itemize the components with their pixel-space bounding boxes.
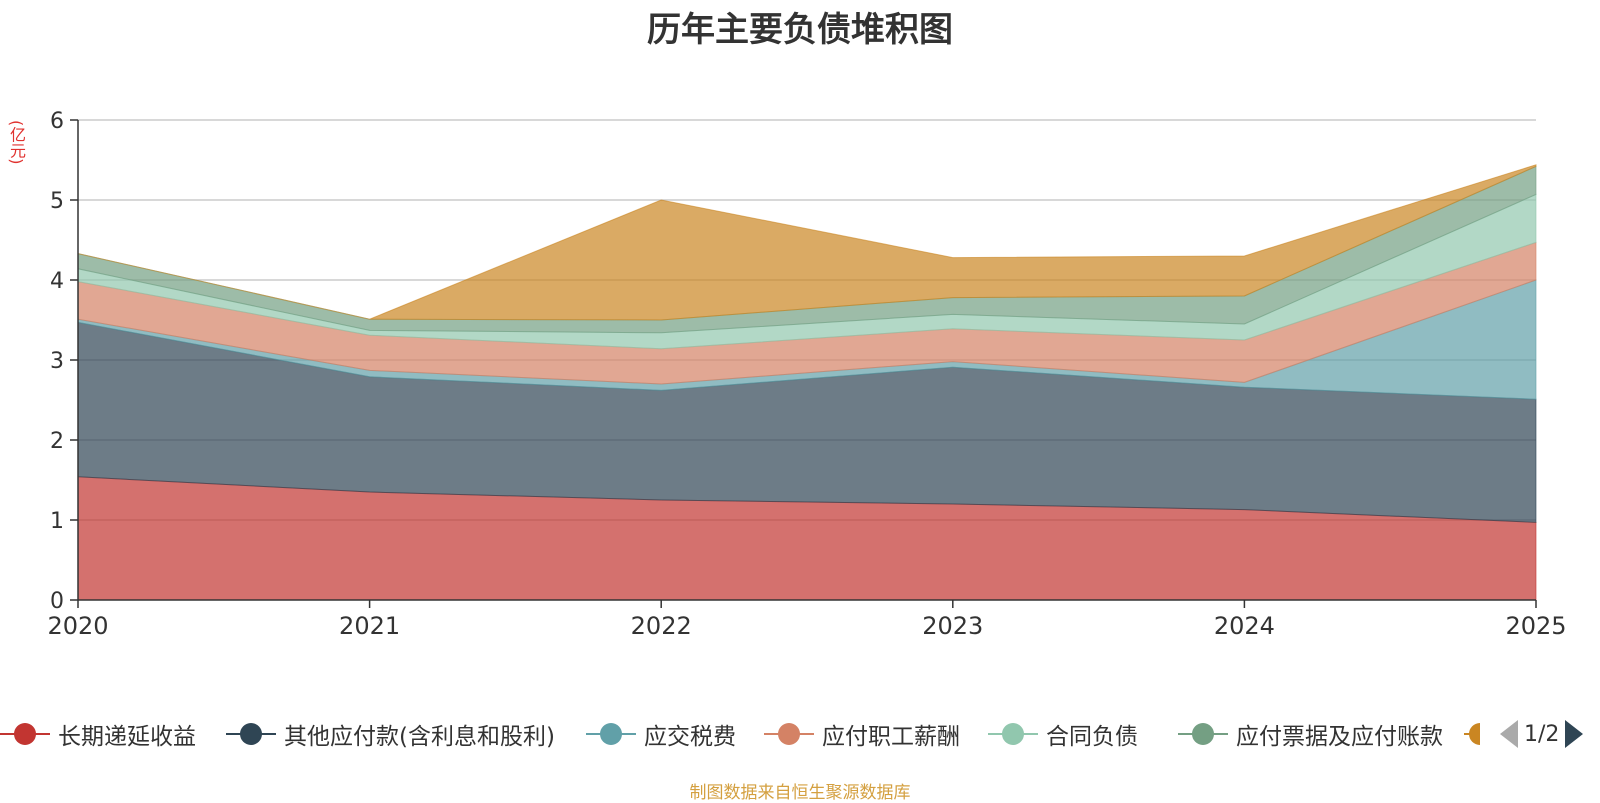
legend-marker-icon [1178,723,1228,745]
legend-item[interactable]: 其他应付款(含利息和股利) [226,712,555,756]
legend-item-label: 其他应付款(含利息和股利) [284,724,555,750]
legend-item[interactable]: 合同负债 [988,712,1138,756]
legend: 长期递延收益 其他应付款(含利息和股利) 应交税费 应付职工薪酬 合同负债 应付票据及应付… [0,712,1600,756]
legend-marker-icon [0,723,50,745]
legend-marker-icon [226,723,276,745]
y-axis-unit-label: (亿元) [7,120,26,165]
legend-next-page-icon[interactable] [1565,720,1584,748]
legend-pager: 1/2 [1500,714,1584,754]
stacked-area-chart: 0 1 2 3 4 5 6 2020 2021 2022 2023 2024 2025 [47,109,1567,640]
legend-item[interactable]: 应交税费 [586,712,736,756]
y-tick-label: 4 [50,269,64,294]
area-短期借款 [77,164,1537,321]
x-axis-ticks: 2020 2021 2022 2023 2024 2025 [47,600,1567,640]
legend-marker-icon [1464,723,1480,745]
legend-prev-page-icon[interactable] [1500,720,1518,748]
legend-marker-icon [586,723,636,745]
y-tick-label: 3 [50,349,64,374]
y-tick-label: 0 [50,589,64,614]
x-tick-label: 2023 [922,612,983,640]
y-tick-label: 2 [50,429,64,454]
x-tick-label: 2024 [1214,612,1275,640]
data-source-note: 制图数据来自恒生聚源数据库 [689,783,911,803]
legend-item-label: 合同负债 [1046,724,1138,750]
y-tick-label: 6 [50,109,64,134]
legend-item[interactable]: 长期递延收益 [0,712,196,756]
legend-marker-icon [988,723,1038,745]
y-tick-label: 1 [50,509,64,534]
x-tick-label: 2021 [339,612,400,640]
area-series-group [77,164,1537,601]
y-axis-ticks: 0 1 2 3 4 5 6 [50,109,78,614]
y-tick-label: 5 [50,189,64,214]
legend-item-label: 长期递延收益 [58,724,196,750]
legend-item-label: 应交税费 [644,724,736,750]
legend-item[interactable]: 应付票据及应付账款 [1178,712,1443,756]
legend-item-overflow[interactable] [1464,712,1488,756]
chart-title: 历年主要负债堆积图 [647,10,953,50]
legend-item-label: 应付票据及应付账款 [1236,724,1443,750]
legend-item-label: 应付职工薪酬 [822,724,960,750]
legend-item[interactable]: 应付职工薪酬 [764,712,960,756]
legend-marker-icon [764,723,814,745]
x-tick-label: 2022 [631,612,692,640]
x-tick-label: 2020 [47,612,108,640]
x-tick-label: 2025 [1505,612,1566,640]
legend-page-indicator: 1/2 [1524,721,1560,747]
